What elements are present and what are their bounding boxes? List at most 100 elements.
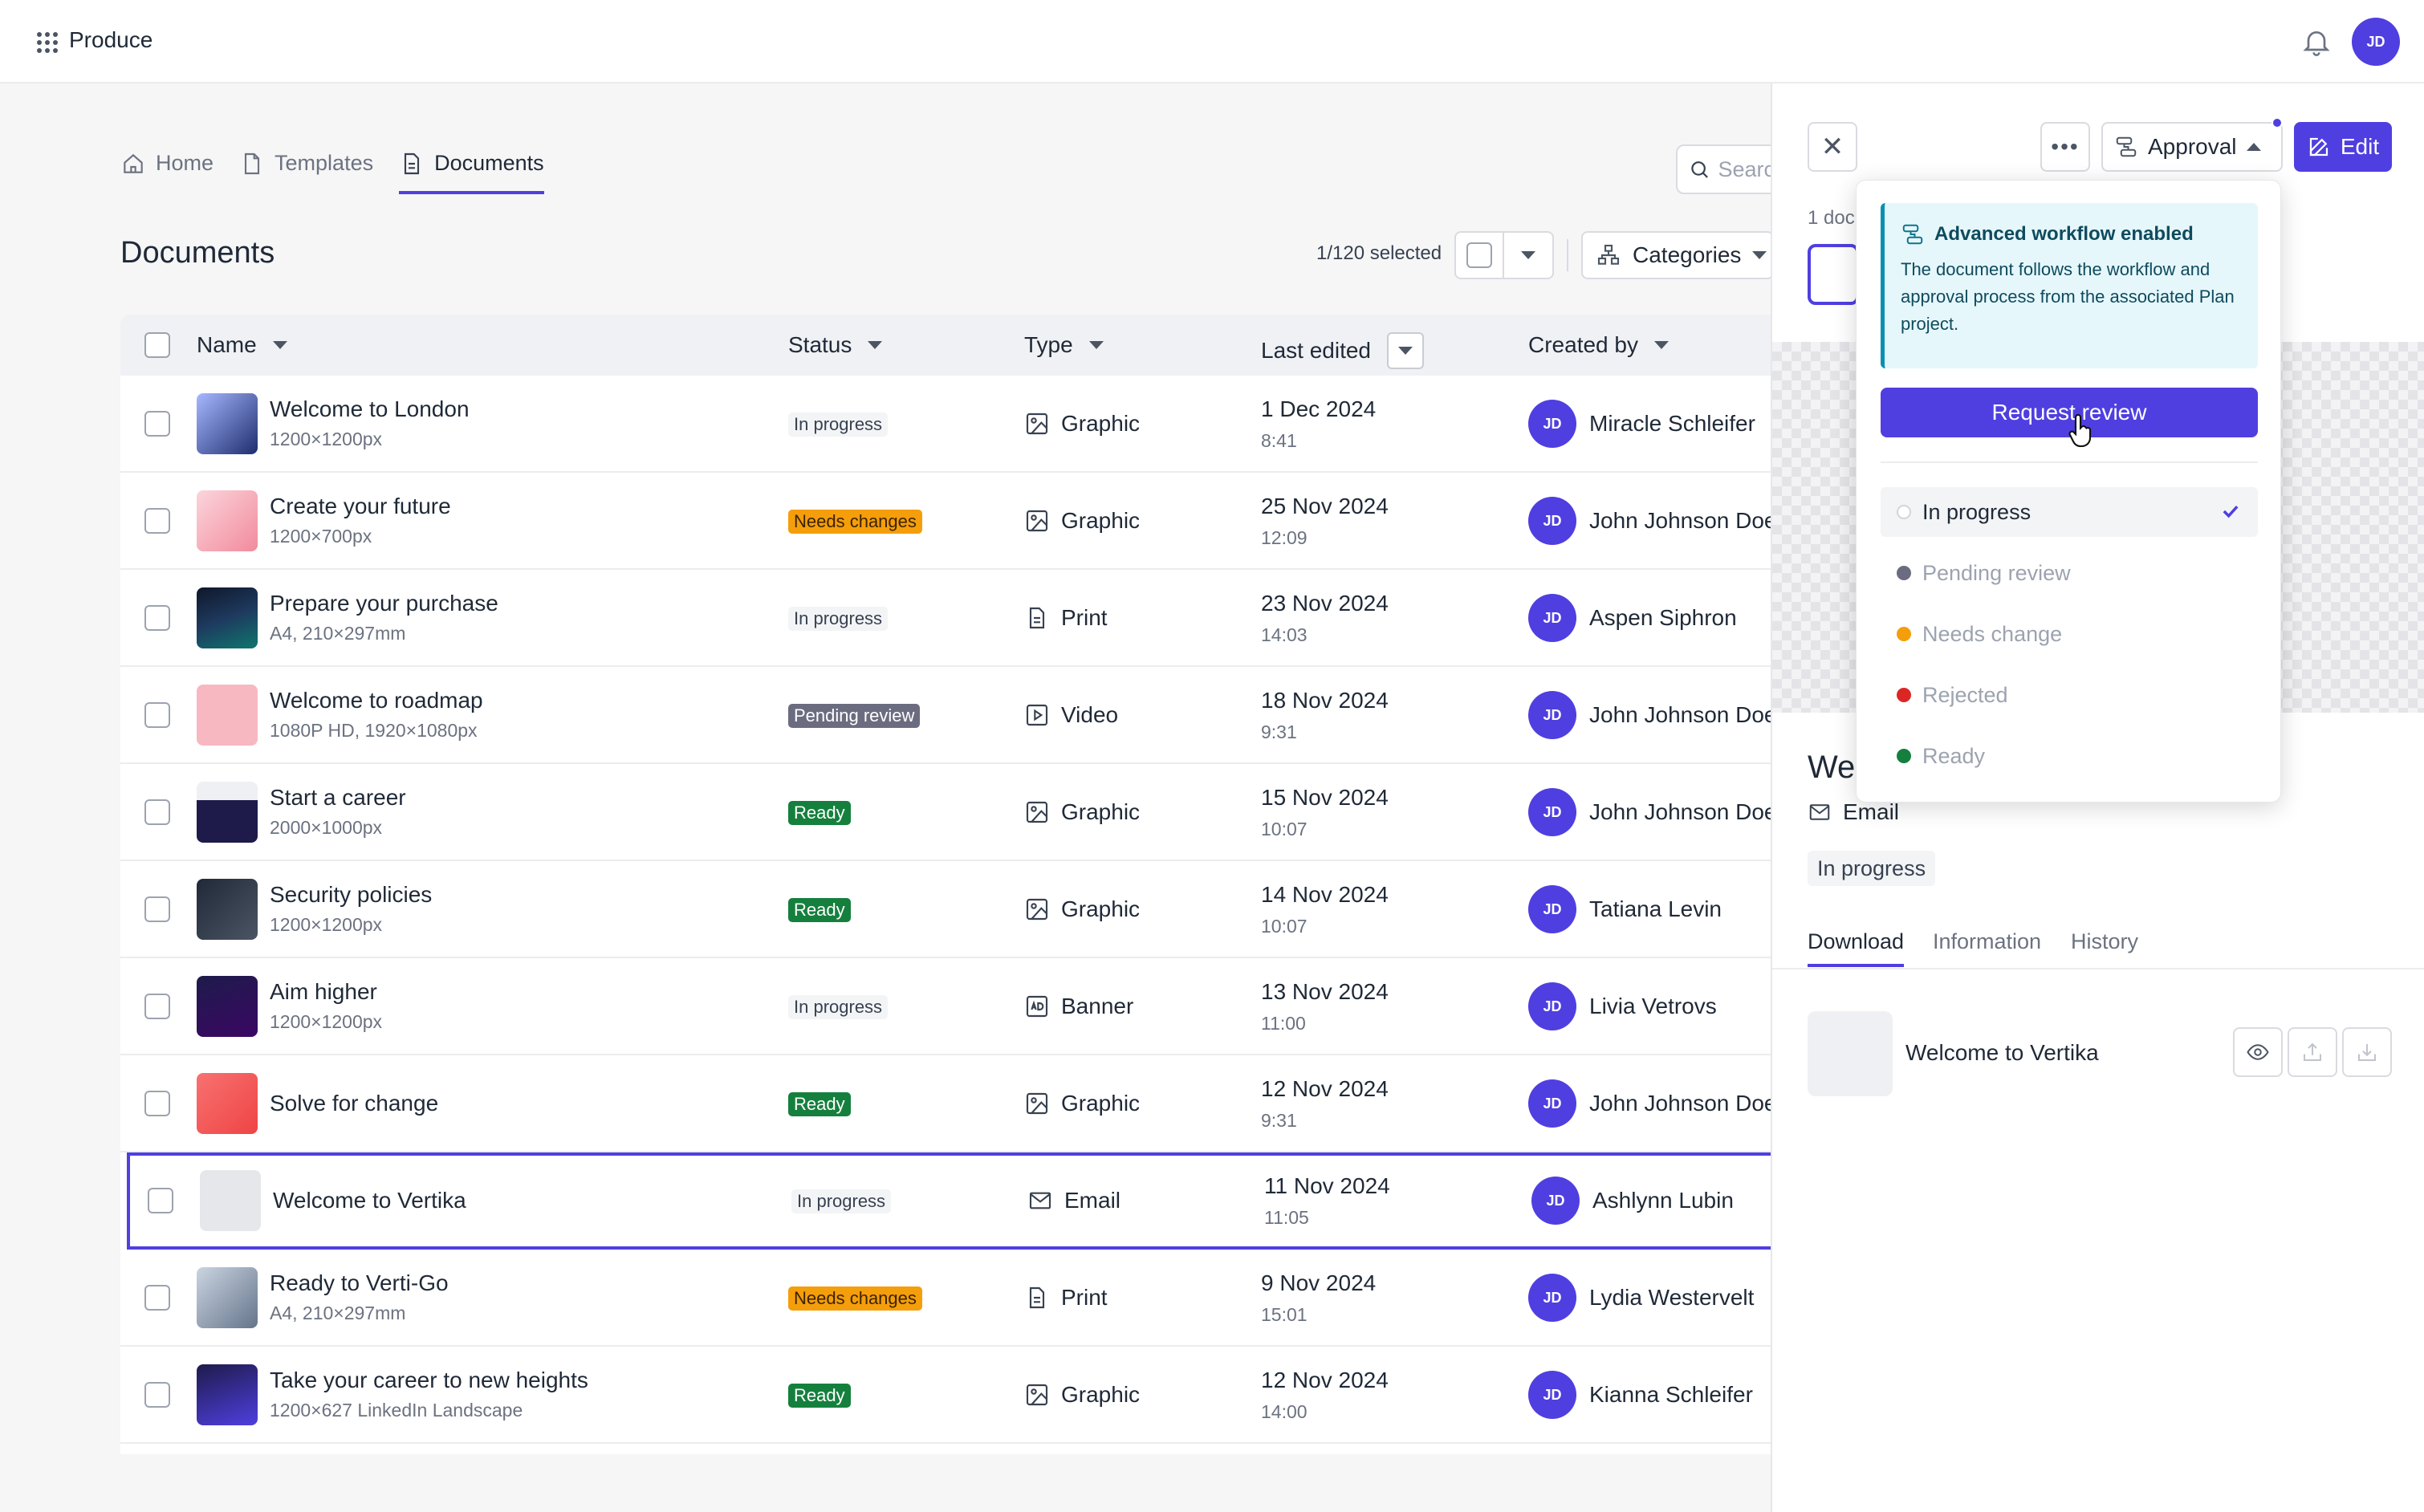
document-name[interactable]: Ready to Verti-Go [270, 1270, 449, 1295]
row-checkbox[interactable] [144, 896, 170, 922]
image-icon [1026, 413, 1048, 435]
row-checkbox[interactable] [144, 508, 170, 534]
upload-icon [2304, 1043, 2321, 1061]
table-row-selected[interactable]: Welcome to Vertika In progress Email 11 … [127, 1152, 1774, 1250]
row-checkbox[interactable] [144, 702, 170, 728]
table-row[interactable]: Start a career 2000×1000px Ready Graphic… [120, 764, 1774, 861]
document-type: Graphic [1024, 896, 1140, 922]
row-checkbox[interactable] [148, 1188, 173, 1213]
document-thumbnail [197, 587, 258, 648]
edit-label: Edit [2340, 134, 2380, 159]
panel-tabs: Download Information History [1772, 913, 2424, 969]
column-status-label: Status [788, 332, 852, 357]
nav-documents[interactable]: Documents [399, 149, 544, 194]
status-badge: In progress [788, 413, 889, 437]
document-type-label: Email [1843, 799, 1900, 824]
document-name[interactable]: Welcome to Vertika [273, 1188, 466, 1213]
status-option-in-progress[interactable]: In progress [1881, 487, 2258, 537]
document-dimensions: 1080P HD, 1920×1080px [270, 720, 478, 741]
workflow-icon [1902, 224, 1923, 245]
document-dimensions: A4, 210×297mm [270, 623, 406, 644]
image-icon [1026, 1384, 1048, 1406]
bell-icon[interactable] [2300, 26, 2332, 58]
column-status[interactable]: Status [788, 332, 883, 358]
row-checkbox[interactable] [144, 605, 170, 631]
nav-home[interactable]: Home [120, 149, 214, 194]
selected-count: 1/120 selected [1316, 242, 1442, 264]
request-review-button[interactable]: Request review [1881, 388, 2258, 437]
edit-button[interactable]: Edit [2294, 122, 2392, 172]
document-thumbnail [197, 685, 258, 746]
status-option-ready[interactable]: Ready [1881, 731, 2258, 781]
document-name[interactable]: Aim higher [270, 979, 377, 1004]
column-type[interactable]: Type [1024, 332, 1104, 358]
column-created-by[interactable]: Created by [1528, 332, 1669, 358]
edited-time: 12:09 [1261, 527, 1308, 548]
table-row[interactable]: Security policies 1200×1200px Ready Grap… [120, 861, 1774, 958]
row-checkbox[interactable] [144, 1285, 170, 1311]
document-name[interactable]: Take your career to new heights [270, 1368, 588, 1392]
preview-button[interactable] [2233, 1027, 2283, 1077]
share-button[interactable] [2288, 1027, 2337, 1077]
creator-avatar: JD [1528, 400, 1576, 448]
document-name[interactable]: Create your future [270, 494, 451, 518]
document-name[interactable]: Welcome to roadmap [270, 688, 483, 713]
select-all-checkbox[interactable] [144, 332, 170, 358]
tab-download[interactable]: Download [1808, 929, 1905, 967]
column-created-by-label: Created by [1528, 332, 1638, 357]
search-input[interactable]: Search [1676, 144, 1788, 194]
row-checkbox[interactable] [144, 1091, 170, 1116]
document-name[interactable]: Security policies [270, 882, 433, 907]
status-option-needs-change[interactable]: Needs change [1881, 609, 2258, 659]
eye-icon [2247, 1044, 2269, 1060]
close-button[interactable]: ✕ [1808, 122, 1857, 172]
nav-templates[interactable]: Templates [239, 149, 373, 194]
categories-button[interactable]: Categories [1581, 231, 1774, 279]
document-name[interactable]: Welcome to London [270, 396, 470, 421]
tab-information[interactable]: Information [1933, 929, 2042, 953]
status-option-pending-review[interactable]: Pending review [1881, 548, 2258, 598]
creator-avatar: JD [1528, 594, 1576, 642]
status-badge: In progress [1808, 851, 1936, 886]
bulk-select[interactable] [1454, 231, 1554, 279]
tab-history[interactable]: History [2071, 929, 2139, 953]
creator-name: Livia Vetrovs [1589, 994, 1717, 1018]
row-checkbox[interactable] [144, 994, 170, 1019]
column-last-edited[interactable]: Last edited [1261, 332, 1424, 369]
status-option-label: Rejected [1922, 682, 2008, 707]
divider [1881, 461, 2258, 463]
breadcrumb-nav: Home Templates Documents [120, 149, 544, 194]
document-name[interactable]: Solve for change [270, 1091, 439, 1116]
table-row[interactable]: Prepare your purchase A4, 210×297mm In p… [120, 570, 1774, 667]
row-checkbox[interactable] [144, 411, 170, 437]
table-row[interactable]: Aim higher 1200×1200px In progress Banne… [120, 958, 1774, 1055]
table-row[interactable]: Welcome to London 1200×1200px In progres… [120, 376, 1774, 473]
table-row[interactable]: Create your future 1200×700px Needs chan… [120, 473, 1774, 570]
row-checkbox[interactable] [144, 1382, 170, 1408]
apps-grid-icon[interactable] [37, 32, 58, 53]
table-row[interactable]: Solve for change Ready Graphic 12 Nov 20… [120, 1055, 1774, 1152]
user-avatar[interactable]: JD [2352, 18, 2400, 66]
email-icon [1029, 1192, 1051, 1209]
table-row[interactable]: Welcome to roadmap 1080P HD, 1920×1080px… [120, 667, 1774, 764]
document-name[interactable]: Start a career [270, 785, 406, 810]
edited-time: 14:00 [1261, 1401, 1308, 1422]
table-row[interactable]: Take your career to new heights 1200×627… [120, 1347, 1774, 1444]
bulk-select-checkbox[interactable] [1456, 233, 1505, 278]
table-row[interactable]: Ready to Verti-Go A4, 210×297mm Needs ch… [120, 1250, 1774, 1347]
edited-time: 15:01 [1261, 1304, 1308, 1325]
selected-thumbnail[interactable] [1808, 244, 1859, 305]
column-name[interactable]: Name [197, 332, 287, 358]
status-option-rejected[interactable]: Rejected [1881, 670, 2258, 720]
column-type-label: Type [1024, 332, 1073, 357]
approval-dropdown[interactable]: Approval [2101, 122, 2283, 172]
creator-avatar: JD [1528, 691, 1576, 739]
bulk-select-dropdown[interactable] [1504, 233, 1552, 278]
download-button[interactable] [2342, 1027, 2392, 1077]
document-name[interactable]: Prepare your purchase [270, 591, 498, 616]
document-icon [405, 152, 420, 175]
more-button[interactable]: ••• [2040, 122, 2090, 172]
document-type: Graphic [1024, 1382, 1140, 1408]
row-checkbox[interactable] [144, 799, 170, 825]
document-type: Print [1024, 1285, 1108, 1311]
